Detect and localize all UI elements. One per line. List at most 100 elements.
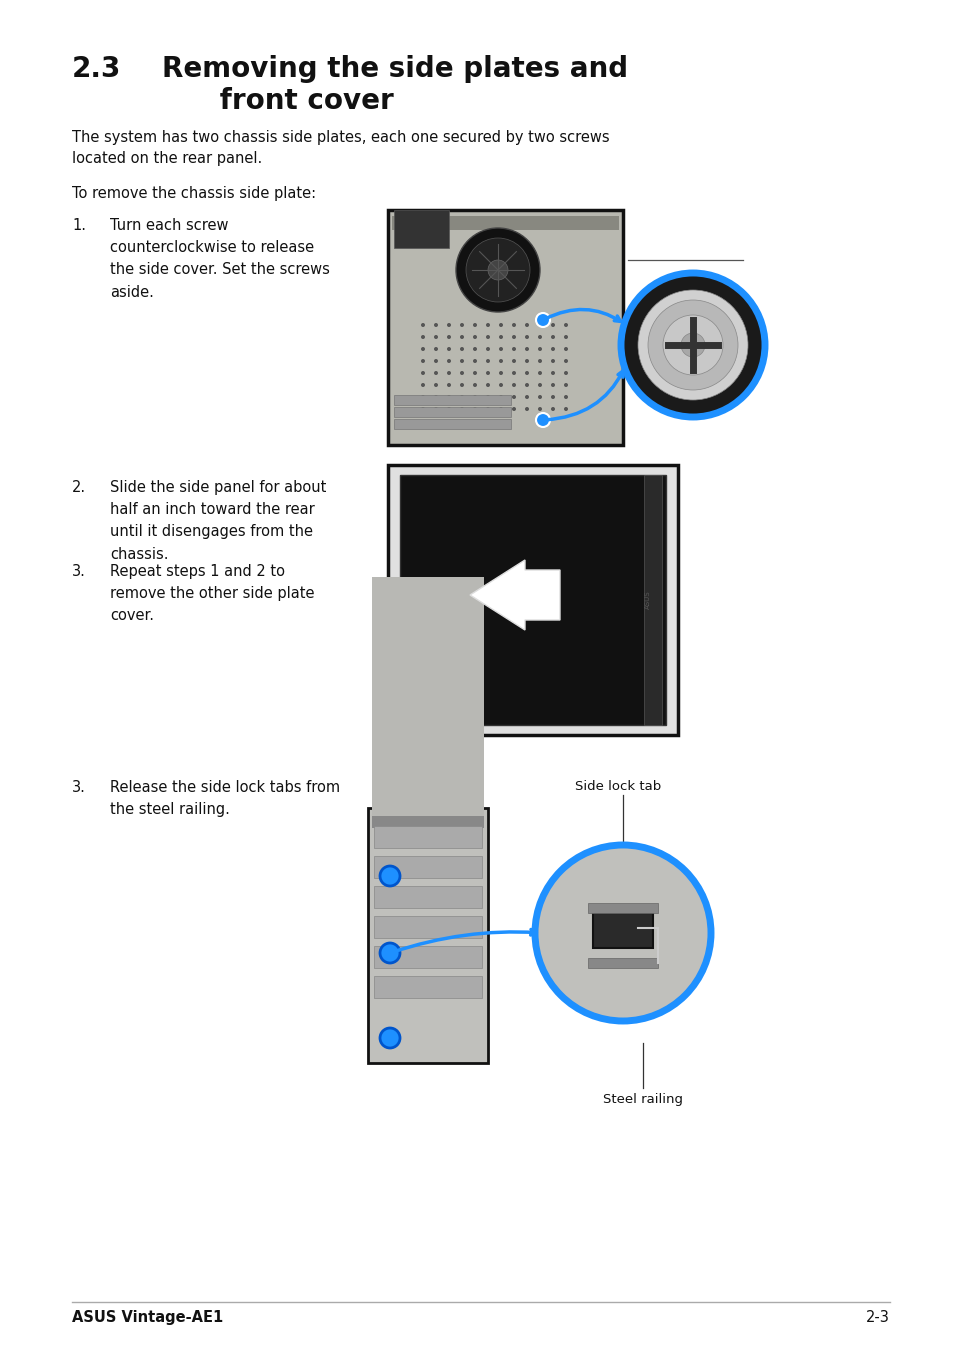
Circle shape xyxy=(537,335,541,339)
Bar xyxy=(587,958,658,969)
Text: Removing the side plates and: Removing the side plates and xyxy=(162,55,627,82)
Circle shape xyxy=(498,323,502,327)
Text: Release the side lock tabs from
the steel railing.: Release the side lock tabs from the stee… xyxy=(110,780,340,817)
Circle shape xyxy=(551,323,555,327)
Circle shape xyxy=(459,372,463,376)
Bar xyxy=(374,825,481,848)
Circle shape xyxy=(512,347,516,351)
Circle shape xyxy=(459,323,463,327)
Circle shape xyxy=(473,407,476,411)
Bar xyxy=(394,407,511,417)
Circle shape xyxy=(434,382,437,386)
Circle shape xyxy=(524,382,529,386)
Circle shape xyxy=(473,347,476,351)
Text: ASUS: ASUS xyxy=(644,590,650,609)
Circle shape xyxy=(420,323,424,327)
Circle shape xyxy=(465,238,530,303)
Circle shape xyxy=(563,359,567,363)
Circle shape xyxy=(447,347,451,351)
Circle shape xyxy=(459,359,463,363)
Circle shape xyxy=(485,323,490,327)
Text: 1.: 1. xyxy=(71,218,86,232)
Circle shape xyxy=(473,323,476,327)
Circle shape xyxy=(473,335,476,339)
Bar xyxy=(374,975,481,998)
Circle shape xyxy=(447,372,451,376)
Circle shape xyxy=(551,407,555,411)
Circle shape xyxy=(498,394,502,399)
Circle shape xyxy=(473,359,476,363)
Circle shape xyxy=(524,347,529,351)
Circle shape xyxy=(647,300,738,390)
Circle shape xyxy=(563,347,567,351)
Circle shape xyxy=(563,382,567,386)
Circle shape xyxy=(459,335,463,339)
Circle shape xyxy=(434,372,437,376)
Bar xyxy=(399,476,665,725)
Circle shape xyxy=(420,359,424,363)
Text: To remove the chassis side plate:: To remove the chassis side plate: xyxy=(71,186,315,201)
Text: 2.3: 2.3 xyxy=(71,55,121,82)
Circle shape xyxy=(447,335,451,339)
Text: Repeat steps 1 and 2 to
remove the other side plate
cover.: Repeat steps 1 and 2 to remove the other… xyxy=(110,563,314,623)
Circle shape xyxy=(512,335,516,339)
Circle shape xyxy=(551,335,555,339)
Text: 3.: 3. xyxy=(71,780,86,794)
Bar xyxy=(593,913,652,948)
Bar xyxy=(372,577,483,816)
Circle shape xyxy=(512,372,516,376)
Circle shape xyxy=(379,1028,399,1048)
Text: 2-3: 2-3 xyxy=(865,1310,889,1325)
Circle shape xyxy=(434,407,437,411)
Circle shape xyxy=(473,382,476,386)
Circle shape xyxy=(512,359,516,363)
Text: The system has two chassis side plates, each one secured by two screws
located o: The system has two chassis side plates, … xyxy=(71,130,609,166)
Circle shape xyxy=(563,323,567,327)
Circle shape xyxy=(456,228,539,312)
Circle shape xyxy=(459,407,463,411)
Circle shape xyxy=(537,347,541,351)
Bar xyxy=(392,216,618,230)
Circle shape xyxy=(662,315,722,376)
Circle shape xyxy=(459,382,463,386)
Text: Turn each screw
counterclockwise to release
the side cover. Set the screws
aside: Turn each screw counterclockwise to rele… xyxy=(110,218,330,300)
Bar xyxy=(368,808,488,1063)
Circle shape xyxy=(551,347,555,351)
Circle shape xyxy=(537,394,541,399)
Circle shape xyxy=(473,394,476,399)
Bar xyxy=(372,816,483,828)
Circle shape xyxy=(488,259,507,280)
Circle shape xyxy=(434,394,437,399)
Text: 3.: 3. xyxy=(71,563,86,580)
Circle shape xyxy=(434,323,437,327)
Circle shape xyxy=(638,290,747,400)
Circle shape xyxy=(459,394,463,399)
Bar xyxy=(388,209,622,444)
Circle shape xyxy=(498,335,502,339)
Circle shape xyxy=(524,407,529,411)
Text: front cover: front cover xyxy=(162,86,394,115)
Circle shape xyxy=(420,394,424,399)
Circle shape xyxy=(379,943,399,963)
Circle shape xyxy=(447,394,451,399)
Circle shape xyxy=(447,323,451,327)
Bar xyxy=(374,916,481,938)
Circle shape xyxy=(485,359,490,363)
Circle shape xyxy=(524,372,529,376)
Circle shape xyxy=(524,335,529,339)
Circle shape xyxy=(420,382,424,386)
Circle shape xyxy=(512,407,516,411)
Circle shape xyxy=(537,359,541,363)
Circle shape xyxy=(551,382,555,386)
Circle shape xyxy=(537,323,541,327)
Circle shape xyxy=(485,407,490,411)
Circle shape xyxy=(485,394,490,399)
Circle shape xyxy=(447,407,451,411)
Text: Steel railing: Steel railing xyxy=(602,1093,682,1106)
Circle shape xyxy=(447,359,451,363)
Bar xyxy=(374,857,481,878)
Circle shape xyxy=(563,394,567,399)
Circle shape xyxy=(498,347,502,351)
Circle shape xyxy=(551,394,555,399)
Circle shape xyxy=(563,372,567,376)
